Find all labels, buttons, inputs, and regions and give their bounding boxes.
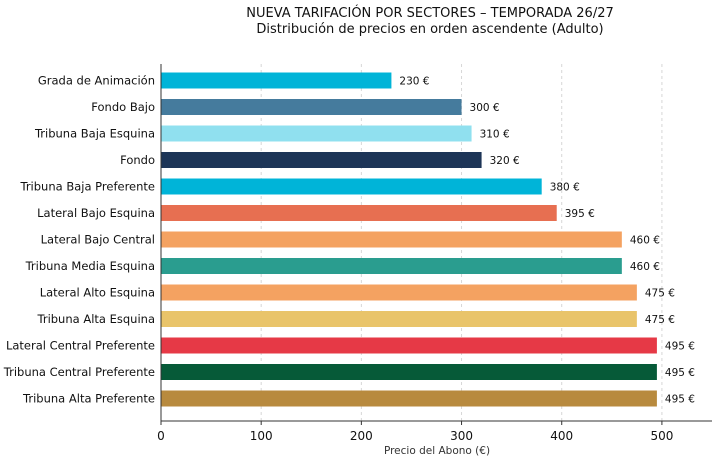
bar-10 (161, 311, 637, 327)
value-label-4: 320 € (490, 155, 520, 167)
value-label-5: 380 € (550, 182, 580, 194)
category-labels: Grada de Animación Fondo Bajo Tribuna Baja… (3, 74, 155, 406)
bar-7 (161, 231, 622, 248)
category-label-4: Fondo (120, 153, 155, 167)
value-label-10: 475 € (645, 314, 675, 326)
category-label-10: Tribuna Alta Esquina (37, 312, 156, 326)
x-tick-label-400: 400 (550, 429, 573, 443)
value-label-7: 460 € (630, 235, 660, 247)
category-label-3: Tribuna Baja Esquina (34, 127, 155, 141)
value-label-12: 495 € (665, 367, 695, 379)
x-tick-label-500: 500 (650, 429, 673, 443)
category-label-13: Tribuna Alta Preferente (22, 392, 155, 406)
bar-5 (161, 178, 542, 195)
x-tick-label-300: 300 (450, 429, 473, 443)
x-tick-label-0: 0 (157, 429, 165, 443)
value-label-6: 395 € (565, 208, 595, 220)
bar-12 (161, 364, 657, 380)
category-label-7: Lateral Bajo Central (41, 233, 155, 247)
value-labels: 230 € 300 € 310 € 320 € 380 € 395 € 460 € 460 €… (399, 76, 695, 406)
category-label-12: Tribuna Central Preferente (3, 365, 155, 379)
category-label-2: Fondo Bajo (91, 100, 155, 114)
value-label-8: 460 € (630, 261, 660, 273)
category-label-11: Lateral Central Preferente (6, 339, 155, 353)
bar-9 (161, 284, 637, 301)
bar-11 (161, 337, 657, 354)
bar-2 (161, 99, 462, 115)
category-label-9: Lateral Alto Esquina (40, 286, 155, 300)
x-axis: 0 100 200 300 400 500 (157, 64, 712, 443)
value-label-1: 230 € (399, 76, 429, 88)
bar-4 (161, 152, 482, 168)
bar-8 (161, 258, 622, 274)
category-label-5: Tribuna Baja Preferente (19, 180, 155, 194)
value-label-9: 475 € (645, 288, 675, 300)
x-tick-label-200: 200 (350, 429, 373, 443)
bar-6 (161, 205, 557, 221)
bar-1 (161, 72, 392, 89)
value-label-3: 310 € (480, 129, 510, 141)
category-label-6: Lateral Bajo Esquina (37, 206, 155, 220)
value-label-2: 300 € (470, 102, 500, 114)
x-axis-title: Precio del Abono (€) (384, 445, 490, 457)
category-label-8: Tribuna Media Esquina (25, 259, 155, 273)
bar-13 (161, 390, 657, 407)
category-label-1: Grada de Animación (38, 74, 155, 88)
chart-subtitle: Distribución de precios en orden ascende… (256, 22, 603, 37)
chart-title: NUEVA TARIFACIÓN POR SECTORES – TEMPORAD… (246, 5, 614, 21)
bars (161, 72, 657, 407)
bar-3 (161, 125, 472, 142)
value-label-11: 495 € (665, 341, 695, 353)
x-tick-label-100: 100 (250, 429, 273, 443)
value-label-13: 495 € (665, 394, 695, 406)
